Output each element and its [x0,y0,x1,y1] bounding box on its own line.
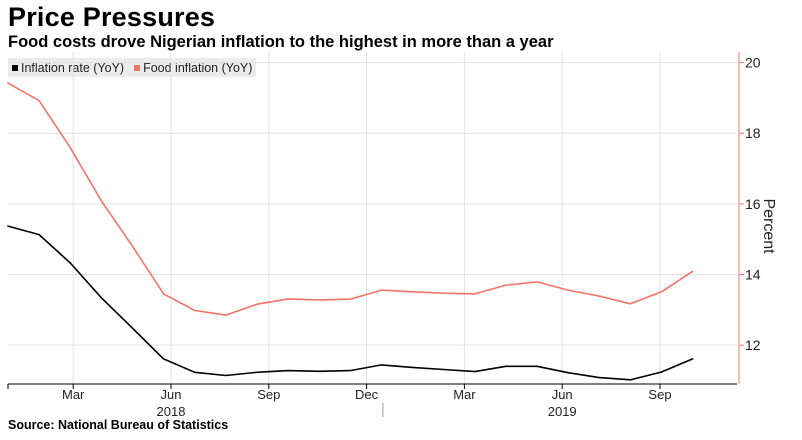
x-tick-label: Jun [161,387,182,402]
series-lines [7,82,694,381]
x-tick-label: Mar [62,387,85,402]
chart-subtitle: Food costs drove Nigerian inflation to t… [8,33,554,51]
x-tick-label: Sep [648,387,671,402]
legend-label-inflation: Inflation rate (YoY) [21,60,125,75]
axes [7,52,744,417]
year-label: 2019 [548,404,577,419]
x-tick-label: Sep [257,387,280,402]
legend-item-food: Food inflation (YoY) [134,61,252,75]
series-line-food [7,82,694,316]
y-tick-label: 14 [745,267,761,283]
x-tick-label: Mar [453,387,476,402]
y-tick-label: 12 [745,337,761,353]
legend-label-food: Food inflation (YoY) [143,60,253,75]
tick-labels: 12 14 16 18 20 Mar Jun Sep Dec Mar Jun Sep 2018 2019 [62,55,761,419]
x-tick-label: Dec [355,387,379,402]
source-note: Source: National Bureau of Statistics [8,418,229,432]
y-tick-label: 16 [745,196,761,212]
legend-swatch-food [134,64,141,71]
y-tick-label: 20 [745,55,761,71]
y-tick-label: 18 [745,125,761,141]
chart-title: Price Pressures [8,2,216,32]
series-line-inflation [7,225,694,381]
year-label: 2018 [157,404,186,419]
legend-swatch-inflation [12,64,18,71]
y-axis-label: Percent [760,198,777,254]
gridlines [8,52,737,384]
legend-item-inflation: Inflation rate (YoY) [12,61,124,75]
x-tick-label: Jun [552,387,573,402]
